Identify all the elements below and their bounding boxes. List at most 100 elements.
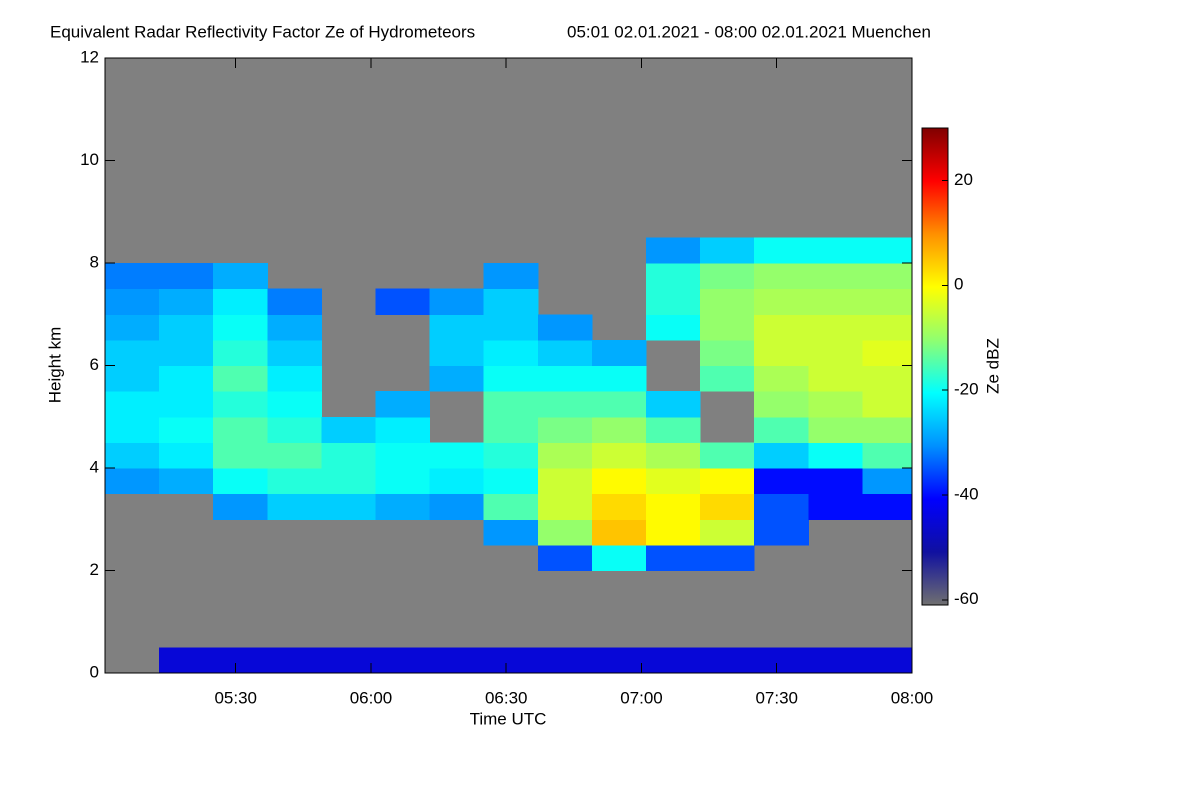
colorbar-tick-label: 20	[954, 170, 973, 189]
heat-cell	[591, 365, 647, 392]
heat-cell	[537, 442, 593, 469]
heat-cell	[267, 416, 322, 443]
x-tick-label: 07:30	[755, 688, 798, 707]
heat-cell	[105, 365, 160, 392]
colorbar-tick-label: -40	[954, 484, 979, 503]
heat-cell	[646, 237, 701, 264]
heat-cell	[159, 339, 214, 366]
heat-cell	[483, 339, 539, 366]
heat-cell	[105, 263, 160, 290]
heat-cell	[862, 416, 912, 443]
heat-cell	[754, 493, 809, 520]
y-tick-label: 4	[90, 457, 99, 476]
heat-cell	[483, 519, 539, 546]
heat-cell	[213, 263, 268, 290]
heat-cell	[267, 314, 322, 341]
heat-cell	[105, 314, 160, 341]
heat-cell	[646, 314, 701, 341]
colorbar-tick-label: -20	[954, 380, 979, 399]
heat-cell	[429, 314, 485, 341]
heat-cell	[646, 263, 701, 290]
heat-cell	[808, 237, 863, 264]
heat-cell	[808, 314, 863, 341]
heat-cell	[862, 391, 912, 418]
heat-cell	[700, 365, 755, 392]
heat-cell	[105, 442, 160, 469]
heat-cell	[213, 391, 268, 418]
heat-cell	[267, 468, 322, 495]
heat-cell	[375, 288, 431, 315]
heat-cell	[646, 288, 701, 315]
heat-cell	[159, 365, 214, 392]
colorbar	[921, 127, 949, 606]
heat-cell	[591, 544, 647, 571]
heat-cell	[537, 647, 593, 673]
heat-cell	[321, 416, 377, 443]
heat-cell	[700, 339, 755, 366]
heat-cell	[537, 493, 593, 520]
heat-cell	[537, 468, 593, 495]
heat-cell	[321, 442, 377, 469]
heat-cell	[213, 339, 268, 366]
heat-cell	[700, 288, 755, 315]
heat-cell	[754, 442, 809, 469]
heat-cell	[321, 468, 377, 495]
heat-cell	[700, 237, 755, 264]
heat-cell	[754, 468, 809, 495]
heat-cell	[105, 339, 160, 366]
heat-cell	[700, 647, 755, 673]
heat-cell	[808, 263, 863, 290]
heat-cell	[375, 493, 431, 520]
heat-cell	[105, 416, 160, 443]
heat-cell	[483, 442, 539, 469]
heat-cell	[646, 647, 701, 673]
heat-cell	[213, 442, 268, 469]
heat-cell	[159, 468, 214, 495]
heat-cell	[700, 468, 755, 495]
heat-cell	[159, 442, 214, 469]
heat-cell	[159, 263, 214, 290]
heat-cell	[591, 442, 647, 469]
heat-cell	[483, 647, 539, 673]
heat-cell	[105, 391, 160, 418]
chart-title: Equivalent Radar Reflectivity Factor Ze …	[50, 22, 475, 41]
heat-cell	[375, 416, 431, 443]
heat-cell	[754, 391, 809, 418]
heat-cell	[267, 339, 322, 366]
heat-cell	[375, 647, 431, 673]
heat-cell	[159, 647, 214, 673]
heat-cell	[483, 416, 539, 443]
heat-cell	[213, 647, 268, 673]
heat-cell	[591, 391, 647, 418]
heat-cell	[646, 442, 701, 469]
heat-cell	[646, 519, 701, 546]
heat-cell	[483, 288, 539, 315]
heat-cell	[537, 339, 593, 366]
heat-cell	[159, 314, 214, 341]
heat-cell	[700, 263, 755, 290]
heat-cell	[808, 365, 863, 392]
x-tick-label: 08:00	[891, 688, 934, 707]
heat-cell	[591, 468, 647, 495]
heat-cell	[754, 263, 809, 290]
x-tick-label: 06:30	[485, 688, 528, 707]
heat-cell	[159, 416, 214, 443]
heat-cell	[483, 314, 539, 341]
heat-cell	[429, 442, 485, 469]
heat-cell	[267, 442, 322, 469]
heat-cell	[700, 493, 755, 520]
y-axis-label: Height km	[45, 327, 64, 404]
heat-cell	[754, 314, 809, 341]
heat-cell	[213, 493, 268, 520]
heat-cell	[483, 263, 539, 290]
heat-cell	[646, 493, 701, 520]
heat-cell	[429, 493, 485, 520]
heat-cell	[808, 647, 863, 673]
y-tick-label: 6	[90, 355, 99, 374]
heat-cell	[591, 519, 647, 546]
heat-cell	[700, 314, 755, 341]
heat-cell	[862, 314, 912, 341]
heat-cell	[483, 391, 539, 418]
heat-cell	[591, 339, 647, 366]
heat-cell	[808, 416, 863, 443]
